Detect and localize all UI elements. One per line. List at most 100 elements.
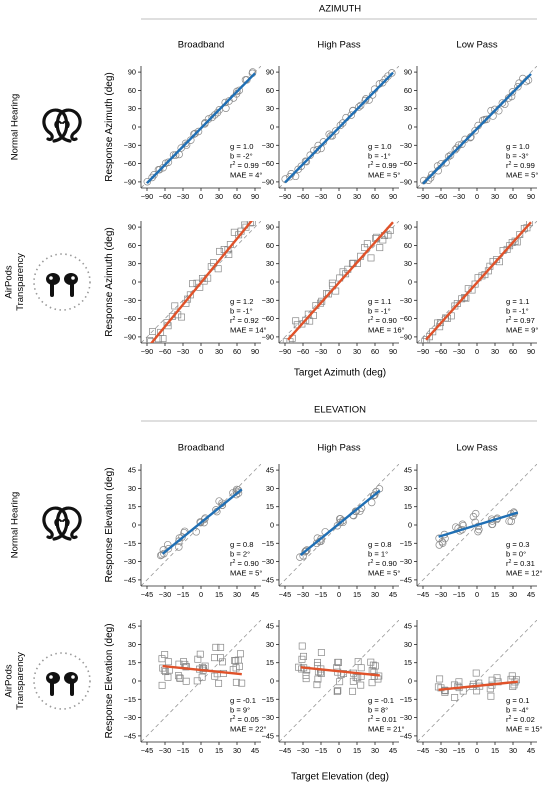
y-tick-label: 0 [132,521,136,530]
x-tick-label: 15 [491,746,499,755]
x-tick-label: −30 [177,192,189,201]
y-tick-label: 0 [132,278,136,287]
y-tick-label: −90 [400,332,412,341]
stat-0: g = 0.1 [506,696,529,705]
x-tick-label: 90 [389,347,397,356]
data-point [297,162,306,170]
row-label: AirPodsTransparency [4,652,26,710]
data-point [158,681,166,689]
x-tick-label: 90 [527,347,535,356]
y-tick-label: 90 [266,223,274,232]
x-tick-label: 60 [371,192,379,201]
data-point [302,675,310,683]
data-point [362,95,370,103]
stat-1: b = 0° [506,550,526,559]
stat-0: g = 1.0 [230,142,253,151]
data-point [451,145,460,154]
data-point [508,672,516,680]
data-point [296,553,304,561]
data-point [184,295,192,303]
x-tick-label: −15 [315,590,327,599]
data-point [171,302,179,310]
data-point [520,224,528,232]
x-tick-label: 30 [509,590,517,599]
data-point [164,673,172,681]
stat-1: b = -3° [506,152,529,161]
y-tick-label: 45 [128,622,136,631]
x-tick-label: 15 [491,590,499,599]
data-point [324,290,332,298]
data-point [175,660,183,668]
data-point [436,675,444,683]
stat-2: r2 = 0.90 [230,559,259,568]
stat-1: b = -1° [506,307,529,316]
y-tick-label: −30 [262,713,274,722]
data-point [516,231,524,238]
data-point [361,244,369,252]
x-tick-label: −30 [297,590,309,599]
data-point [339,119,347,127]
y-tick-label: 30 [128,259,136,268]
x-tick-label: 30 [491,347,499,356]
row-label: Normal Hearing [9,94,20,161]
panel-elevation-airpods-low-pass: −45 −30 −15 0 15 30 45 −45 −30 −15 0 15 30 45 g = 0.1b… [400,620,543,755]
y-tick-label: 0 [408,123,412,132]
y-tick-label: 15 [128,658,136,667]
column-title-high-pass: High Pass [317,443,361,454]
x-tick-label: −30 [315,347,327,356]
column-title-high-pass: High Pass [317,40,361,51]
data-point [217,643,225,651]
panel-elevation-normal-broadband: −45 −30 −15 0 15 30 45 −45 −30 −15 0 15 30 45 g = 0.8b… [104,464,262,599]
data-point [357,681,365,689]
x-tick-label: 45 [389,590,397,599]
panel-azimuth-normal-low-pass: −90 −60 −30 0 30 60 90 −90 −60 −30 0 30 60 90 g = 1.0b… [400,66,538,201]
x-axis-label: Target Elevation (deg) [291,772,389,783]
section-title-elevation: ELEVATION [314,405,366,416]
data-point [175,543,183,551]
y-tick-label: 30 [266,259,274,268]
stat-3: MAE = 21° [368,725,405,734]
x-tick-label: 30 [491,192,499,201]
y-tick-label: 90 [404,68,412,77]
x-tick-label: −90 [417,347,429,356]
y-tick-label: −90 [124,177,136,186]
data-point [155,165,164,174]
data-point [333,688,341,696]
stat-2: r2 = 0.01 [368,715,397,724]
data-point [446,151,455,160]
y-tick-label: 15 [128,502,136,511]
stat-2: r2 = 0.99 [230,161,259,170]
airpods-icon [33,253,91,311]
y-tick-label: −30 [124,296,136,305]
data-point [237,650,244,658]
stat-1: b = -4° [506,706,529,715]
x-tick-label: 30 [353,347,361,356]
x-tick-label: −30 [453,347,465,356]
x-tick-label: 60 [509,192,517,201]
data-point [242,223,250,231]
ears-icon [42,506,82,541]
x-tick-label: 90 [251,192,259,201]
x-tick-label: −15 [177,590,189,599]
x-tick-label: 0 [199,192,203,201]
y-tick-label: −45 [400,575,412,584]
data-point [338,516,347,525]
ears-icon [42,108,82,143]
x-tick-label: 0 [475,192,479,201]
y-tick-label: −90 [400,177,412,186]
unity-diagonal [417,620,537,742]
y-tick-label: 0 [132,677,136,686]
stat-2: r2 = 0.97 [506,316,535,325]
y-tick-label: −30 [262,557,274,566]
data-point [159,335,167,343]
data-point [302,157,311,166]
fit-line [438,511,519,538]
data-point [178,533,186,541]
panel-azimuth-airpods-low-pass: −90 −60 −30 0 30 60 90 −90 −60 −30 0 30 60 90 g = 1.1b… [400,221,538,356]
x-tick-label: −90 [141,192,153,201]
data-point [246,221,254,227]
x-tick-label: 0 [475,590,479,599]
data-point [356,101,365,110]
stat-3: MAE = 15° [506,725,543,734]
stat-1: b = -2° [230,152,253,161]
